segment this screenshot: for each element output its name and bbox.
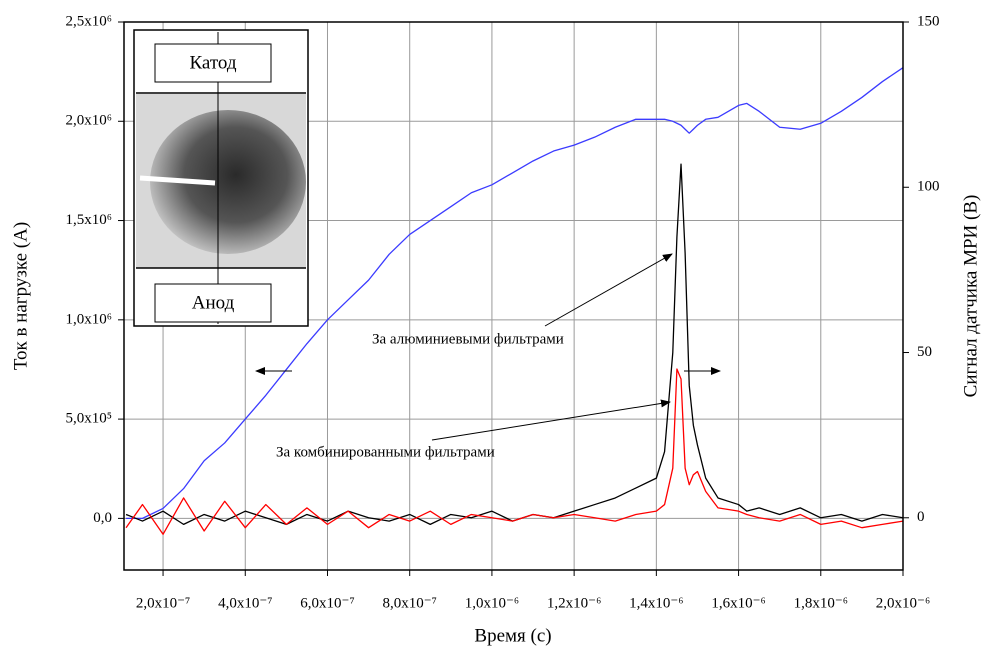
anode-label: Анод — [192, 292, 235, 313]
x-tick-label: 4,0x10⁻⁷ — [218, 595, 272, 611]
annotation-red: За комбинированными фильтрами — [276, 444, 495, 460]
x-tick-label: 1,0x10⁻⁶ — [465, 595, 519, 611]
series-line — [125, 368, 904, 535]
x-axis-label: Время (с) — [474, 625, 551, 646]
x-tick-label: 8,0x10⁻⁷ — [382, 595, 436, 611]
y-tick-label: 5,0x10⁵ — [66, 411, 112, 427]
x-tick-label: 1,4x10⁻⁶ — [629, 595, 683, 611]
arrow — [431, 399, 671, 441]
y-tick-label: 0,0 — [93, 510, 112, 526]
arrow — [544, 253, 673, 327]
x-tick-label: 2,0x10⁻⁶ — [876, 595, 930, 611]
y2-tick-label: 150 — [917, 13, 940, 29]
y-tick-label: 2,0x10⁶ — [66, 113, 112, 129]
cathode-label: Катод — [189, 52, 236, 73]
series-line — [125, 163, 904, 526]
y-axis-label: Ток в нагрузке (А) — [10, 222, 31, 370]
y2-tick-label: 100 — [917, 179, 940, 195]
y-tick-label: 2,5x10⁶ — [66, 13, 112, 29]
y-tick-label: 1,0x10⁶ — [66, 311, 112, 327]
x-tick-label: 2,0x10⁻⁷ — [136, 595, 190, 611]
series-line — [126, 67, 904, 520]
y2-tick-label: 0 — [917, 509, 925, 525]
inset-photo: Катод Анод — [133, 29, 309, 327]
annotations: За алюминиевыми фильтрами За комбинирова… — [255, 253, 721, 460]
inset-blob — [150, 110, 306, 254]
y-tick-label: 1,5x10⁶ — [66, 212, 112, 228]
anode-box — [154, 283, 272, 323]
y2-axis-label: Сигнал датчика МРИ (В) — [960, 195, 981, 398]
x-tick-label: 1,6x10⁻⁶ — [711, 595, 765, 611]
plot-frame — [123, 21, 904, 571]
x-tick-label: 1,8x10⁻⁶ — [794, 595, 848, 611]
annotation-black: За алюминиевыми фильтрами — [372, 331, 564, 347]
inset-probe — [139, 175, 216, 186]
cathode-box — [154, 43, 272, 83]
x-tick-label: 6,0x10⁻⁷ — [300, 595, 354, 611]
y2-tick-label: 50 — [917, 344, 932, 360]
x-tick-label: 1,2x10⁻⁶ — [547, 595, 601, 611]
series-layer — [125, 67, 904, 535]
